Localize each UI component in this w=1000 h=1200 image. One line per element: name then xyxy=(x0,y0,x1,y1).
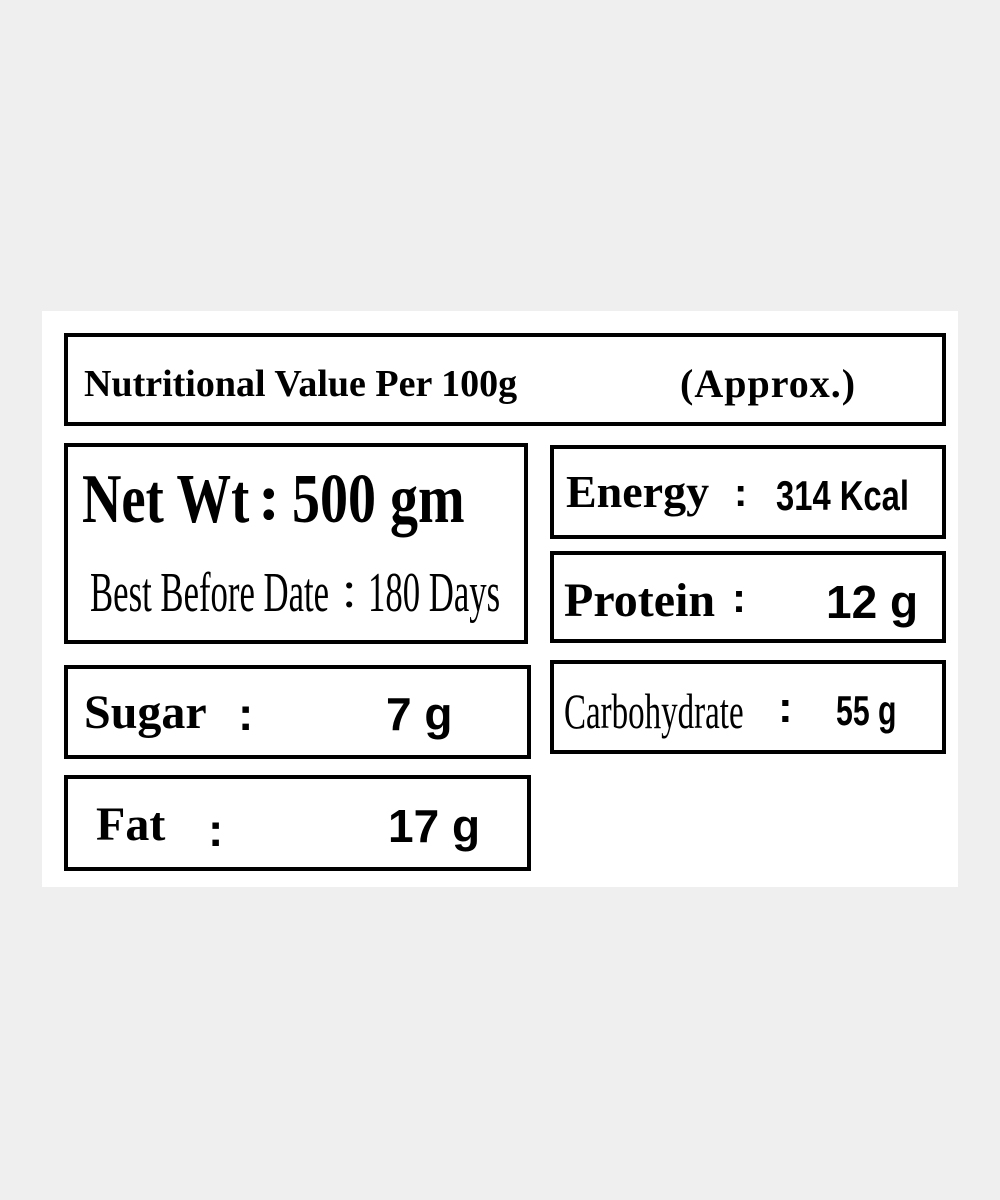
energy-value: 314 Kcal xyxy=(776,472,909,519)
best-before-separator: : xyxy=(342,562,357,619)
fat-value: 17 g xyxy=(388,800,481,852)
protein-value: 12 g xyxy=(826,576,919,628)
carbohydrate-value: 55 g xyxy=(836,687,897,734)
best-before-label: Best Before Date xyxy=(90,562,330,624)
energy-label: Energy xyxy=(566,466,710,517)
energy-separator: : xyxy=(734,471,748,515)
title-box: Nutritional Value Per 100g (Approx.) xyxy=(64,333,946,426)
energy-box: Energy : 314 Kcal xyxy=(550,445,946,539)
protein-box: Protein : 12 g xyxy=(550,551,946,643)
fat-label: Fat xyxy=(96,798,166,851)
carbohydrate-separator: : xyxy=(778,683,793,732)
fat-separator: : xyxy=(208,804,224,856)
sugar-box: Sugar : 7 g xyxy=(64,665,531,759)
best-before-value: 180 Days xyxy=(368,562,501,624)
net-weight-label: Net Wt xyxy=(82,461,250,538)
carbohydrate-box: Carbohydrate : 55 g xyxy=(550,660,946,754)
title: Nutritional Value Per 100g xyxy=(84,363,518,405)
net-weight-separator: : xyxy=(258,461,280,534)
protein-label: Protein xyxy=(564,574,716,627)
sugar-value: 7 g xyxy=(386,688,453,740)
carbohydrate-label: Carbohydrate xyxy=(564,683,744,739)
sugar-label: Sugar xyxy=(84,686,207,739)
net-weight-box: Net Wt : 500 gm Best Before Date : 180 D… xyxy=(64,443,528,644)
sugar-separator: : xyxy=(238,688,254,740)
net-weight-value: 500 gm xyxy=(292,461,465,538)
title-note: (Approx.) xyxy=(680,361,857,406)
fat-box: Fat : 17 g xyxy=(64,775,531,871)
protein-separator: : xyxy=(732,574,746,621)
